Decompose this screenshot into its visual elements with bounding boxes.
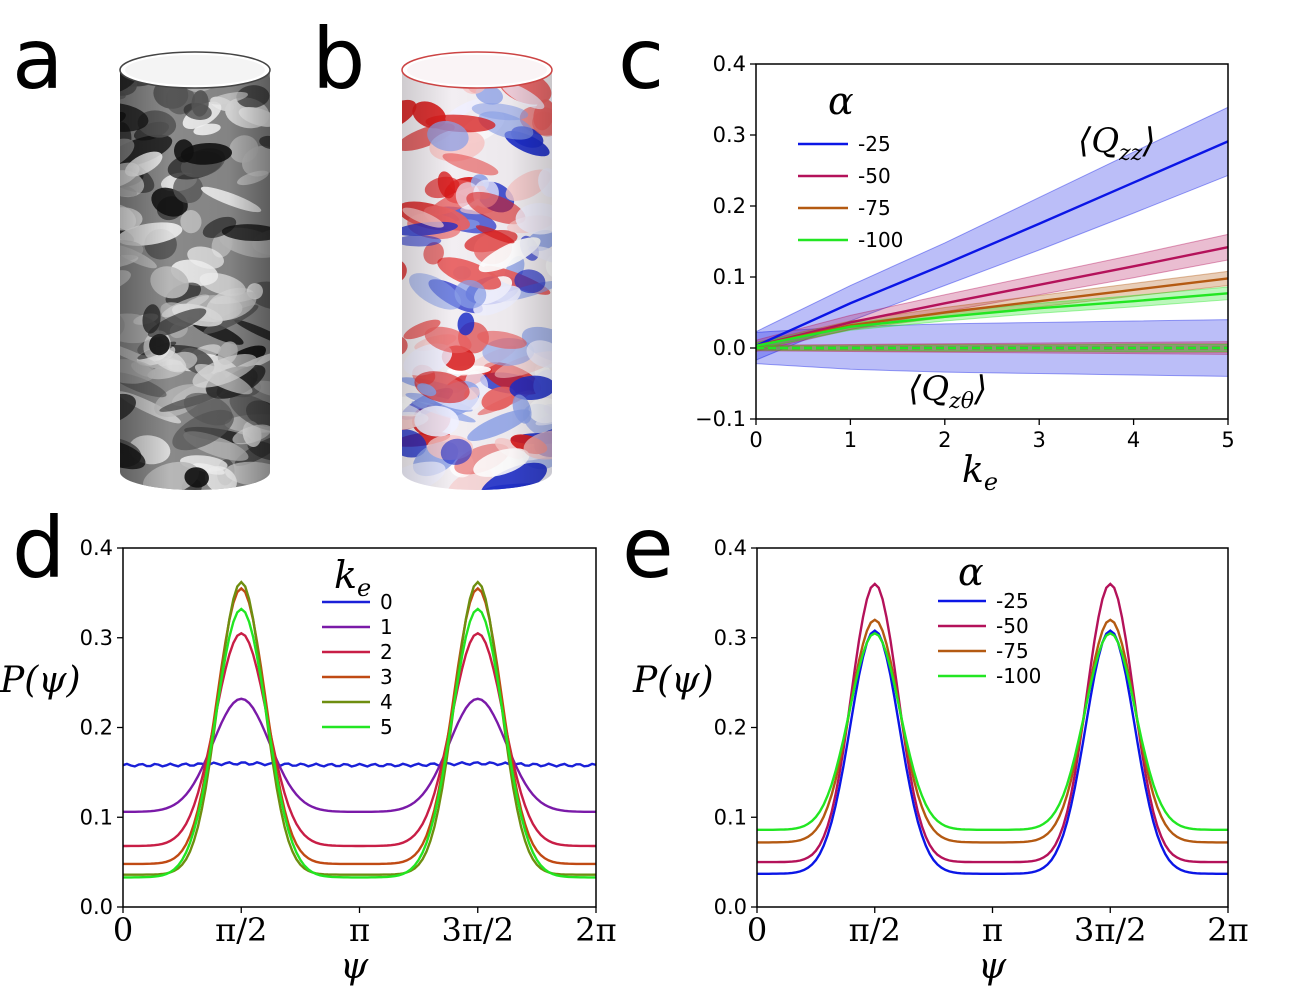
c-ytick-label: 0.2 [713, 194, 746, 218]
c-ytick-label: −0.1 [695, 407, 746, 431]
d-xtick-label: 3π/2 [441, 911, 514, 949]
e-ytick-label: 0.4 [714, 536, 747, 560]
chart-d-ylabel: P(ψ) [0, 660, 81, 701]
c-ytick-label: 0.1 [713, 265, 746, 289]
chart-c: 0 1 2 3 4 5 −0.1 0.0 0.1 0.2 0.3 0.4 α-25 -50 -75 -100… [695, 52, 1235, 496]
chart-e-frame [756, 547, 1229, 908]
line-qzz--50 [755, 246, 1229, 348]
e-xtick-label: 2π [1207, 911, 1248, 949]
line-qzz--25 [755, 140, 1229, 347]
line-e--75 [757, 618, 1228, 844]
cylinder-image-b [401, 51, 553, 490]
d-ytick-label: 0.3 [80, 626, 113, 650]
line-e--25 [757, 629, 1228, 875]
c-ytick-label: 0.4 [713, 52, 746, 76]
c-legend-label--75: -75 [858, 196, 891, 220]
line-e--100 [757, 631, 1228, 831]
chart-d-xlabel: ψ [340, 946, 369, 987]
e-xtick-label: 3π/2 [1074, 911, 1147, 949]
e-ytick-label: 0.1 [714, 805, 747, 829]
e-legend-title: α [958, 550, 984, 594]
panel-label-c: c [618, 10, 664, 108]
d-xtick-label: 2π [575, 911, 616, 949]
chart-c-xlabel: ke [962, 450, 998, 496]
chart-e-xlabel: ψ [978, 946, 1007, 987]
cylinder-image-a [119, 51, 271, 490]
e-xtick-label: 0 [747, 911, 767, 949]
c-ytick-label: 0.0 [713, 336, 746, 360]
c-xtick-label: 3 [1033, 428, 1046, 452]
e-xtick-label: π [982, 911, 1003, 949]
c-xtick-label: 0 [749, 428, 762, 452]
d-xtick-label: π [349, 911, 370, 949]
line-d-5 [123, 607, 596, 879]
c-legend-label--50: -50 [858, 164, 891, 188]
c-xtick-label: 4 [1127, 428, 1140, 452]
d-legend-label-5: 5 [380, 715, 393, 739]
d-xtick-label: π/2 [215, 911, 267, 949]
e-legend-label--100: -100 [996, 664, 1041, 688]
d-legend-label-0: 0 [380, 590, 393, 614]
line-e--50 [757, 582, 1228, 864]
d-legend-label-4: 4 [380, 690, 393, 714]
chart-e-ylabel: P(ψ) [632, 660, 714, 701]
panel-label-b: b [312, 10, 365, 108]
annotation-qzz: ⟨Qzz⟩ [1078, 121, 1156, 166]
d-legend-label-1: 1 [380, 615, 393, 639]
d-legend-label-2: 2 [380, 640, 393, 664]
c-xtick-label: 1 [844, 428, 857, 452]
e-ytick-label: 0.3 [714, 626, 747, 650]
panel-label-d: d [12, 499, 65, 597]
e-xtick-label: π/2 [849, 911, 901, 949]
c-xtick-label: 5 [1221, 428, 1234, 452]
line-qzz--100 [755, 292, 1229, 348]
c-xtick-label: 2 [938, 428, 951, 452]
d-legend-title: ke [334, 553, 371, 602]
c-ytick-label: 0.3 [713, 123, 746, 147]
e-legend-label--50: -50 [996, 614, 1029, 638]
c-legend-label--25: -25 [858, 132, 891, 156]
d-ytick-label: 0.4 [80, 536, 113, 560]
d-xtick-label: 0 [113, 911, 133, 949]
e-legend-label--25: -25 [996, 589, 1029, 613]
line-d-0 [122, 761, 597, 768]
line-d-1 [123, 697, 596, 813]
e-ytick-label: 0.0 [714, 895, 747, 919]
annotation-qztheta: ⟨Qzθ⟩ [908, 369, 987, 414]
line-d-4 [123, 580, 596, 876]
e-ytick-label: 0.2 [714, 716, 747, 740]
panel-label-a: a [12, 10, 63, 108]
chart-c-frame [755, 63, 1229, 420]
d-ytick-label: 0.0 [80, 895, 113, 919]
e-legend-label--75: -75 [996, 639, 1029, 663]
d-legend-label-3: 3 [380, 665, 393, 689]
panel-label-e: e [622, 499, 674, 597]
line-d-2 [123, 631, 596, 848]
d-ytick-label: 0.2 [80, 716, 113, 740]
c-legend-title: α [828, 79, 854, 123]
chart-e: 0 π/2 π 3π/2 2π 0.0 0.1 0.2 0.3 0.4 α -25-50-75-10… [632, 536, 1249, 987]
c-legend-label--100: -100 [858, 228, 903, 252]
d-ytick-label: 0.1 [80, 805, 113, 829]
